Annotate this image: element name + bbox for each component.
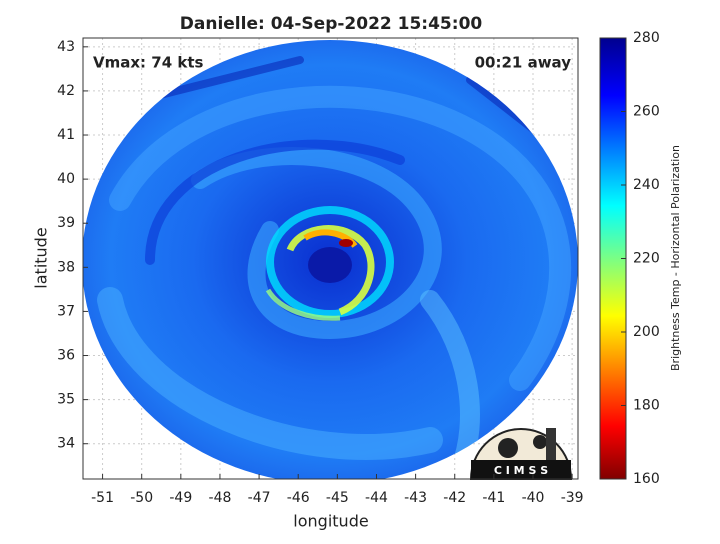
y-tick-label: 39 xyxy=(57,215,75,231)
x-tick-label: -42 xyxy=(443,490,466,506)
x-axis-label: longitude xyxy=(293,512,368,531)
y-axis-label: latitude xyxy=(32,227,51,288)
colorbar-tick-label: 160 xyxy=(633,471,660,487)
x-tick-label: -41 xyxy=(482,490,505,506)
colorbar-tick-label: 240 xyxy=(633,177,660,193)
y-tick-label: 35 xyxy=(57,392,75,408)
x-tick-label: -44 xyxy=(365,490,388,506)
colorbar-tick-label: 280 xyxy=(633,30,660,46)
x-tick-label: -48 xyxy=(209,490,232,506)
x-tick-label: -51 xyxy=(91,490,114,506)
x-tick-label: -39 xyxy=(561,490,584,506)
logo-text: C I M S S xyxy=(494,464,548,477)
colorbar-tick-label: 260 xyxy=(633,104,660,120)
intensity-label: Vmax: 74 kts xyxy=(93,54,203,72)
colorbar-tick-label: 200 xyxy=(633,324,660,340)
title: Danielle: 04-Sep-2022 15:45:00 xyxy=(180,14,483,34)
y-tick-label: 34 xyxy=(57,436,75,452)
x-tick-label: -46 xyxy=(287,490,310,506)
y-tick-label: 37 xyxy=(57,303,75,319)
x-tick-label: -45 xyxy=(326,490,349,506)
time-offset-label: 00:21 away xyxy=(475,54,572,72)
x-tick-label: -47 xyxy=(248,490,271,506)
colorbar-label: Brightness Temp - Horizontal Polarizatio… xyxy=(669,145,682,371)
storm-image xyxy=(83,40,578,479)
y-tick-label: 40 xyxy=(57,171,75,187)
x-tick-label: -40 xyxy=(522,490,545,506)
x-tick-label: -43 xyxy=(404,490,427,506)
x-tick-label: -50 xyxy=(130,490,153,506)
x-tick-label: -49 xyxy=(169,490,192,506)
cimss-logo: C I M S S xyxy=(469,428,573,480)
y-tick-label: 36 xyxy=(57,348,75,364)
y-tick-label: 43 xyxy=(57,39,75,55)
colorbar-tick-label: 220 xyxy=(633,251,660,267)
y-tick-label: 41 xyxy=(57,127,75,143)
colorbar-tick-label: 180 xyxy=(633,398,660,414)
y-tick-label: 42 xyxy=(57,83,75,99)
plot-frame xyxy=(82,37,579,480)
y-tick-label: 38 xyxy=(57,259,75,275)
